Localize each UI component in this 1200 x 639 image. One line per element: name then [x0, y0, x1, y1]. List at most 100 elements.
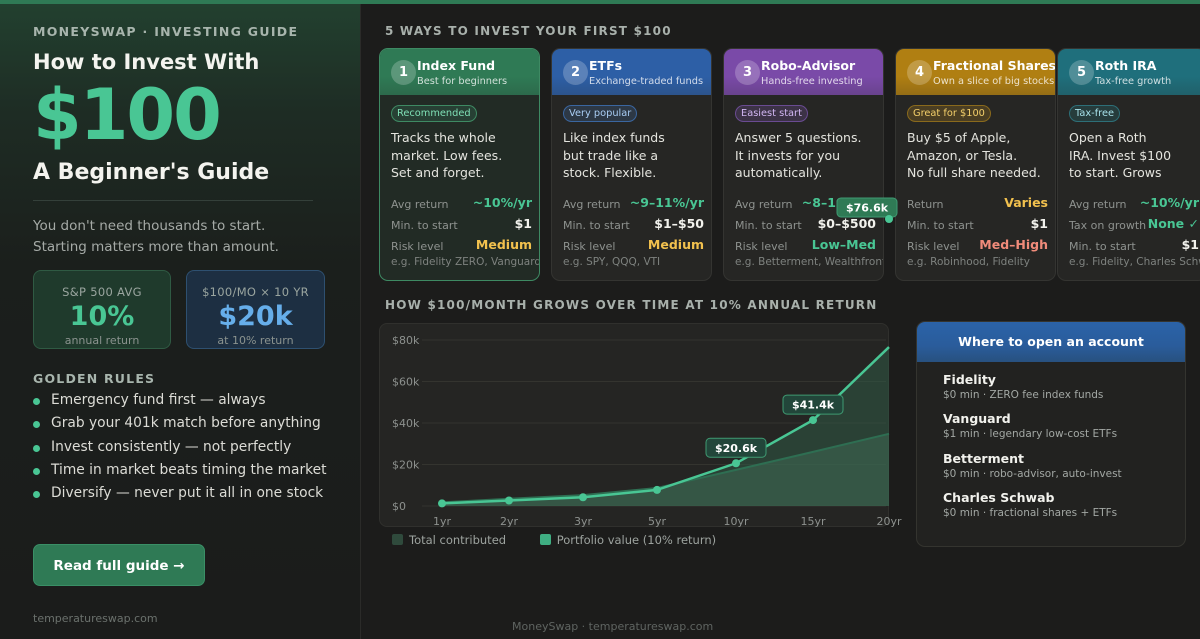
legend-swatch [539, 534, 551, 545]
card-desc-line: Open a Roth [1069, 130, 1147, 145]
site-link[interactable]: temperatureswap.com [33, 612, 158, 625]
card-stat-key: Tax on growth [1069, 219, 1147, 232]
bullet-dot-icon [33, 444, 40, 452]
card-stat-key: Min. to start [735, 219, 802, 232]
card-stat-key: Min. to start [907, 219, 974, 232]
card-header: 1 Index Fund Best for beginners [380, 49, 539, 95]
tagline-line-2: Starting matters more than amount. [33, 239, 279, 255]
footer-text: MoneySwap · temperatureswap.com [512, 620, 714, 633]
card-stat-value: ~9–11%/yr [629, 195, 704, 210]
card-stat-key: Avg return [563, 198, 621, 211]
card-desc-line: Amazon, or Tesla. [907, 147, 1018, 163]
stat-foot: annual return [64, 334, 140, 347]
rule-item: Grab your 401k match before anything [33, 412, 327, 435]
card-example: e.g. Robinhood, Fidelity [907, 256, 1030, 268]
card-badge: Easiest start [735, 105, 808, 122]
card-stat-row: Min. to start $1–$50 [563, 213, 704, 234]
legend-item-portfolio: Portfolio value (10% return) [539, 533, 716, 547]
rule-item: Invest consistently — not perfectly [33, 436, 327, 459]
rule-text: Diversify — never put it all in one stoc… [51, 485, 324, 502]
rule-item: Emergency fund first — always [33, 389, 327, 412]
card-stat-row: Risk level Low–Med [735, 234, 876, 255]
broker-desc: $0 min · robo-advisor, auto-invest [943, 468, 1122, 480]
way-card-2[interactable]: 2 ETFs Exchange-traded funds Very popula… [551, 48, 712, 281]
card-stat-key: Risk level [735, 240, 788, 253]
card-stat-row: Risk level Med–High [907, 234, 1048, 255]
broker-schwab[interactable]: Charles Schwab $0 min · fractional share… [934, 488, 1170, 521]
rules-title: GOLDEN RULES [33, 371, 156, 386]
way-card-1[interactable]: 1 Index Fund Best for beginners Recommen… [379, 48, 540, 281]
card-stat-row: Return Varies [907, 192, 1048, 213]
card-stat-key: Risk level [391, 240, 444, 253]
stat-sp500: S&P 500 AVG 10% annual return [33, 270, 171, 349]
card-desc-line: Like index funds [563, 130, 665, 145]
top-accent-bar [0, 0, 1200, 4]
stat-foot: at 10% return [217, 334, 294, 347]
broker-desc: $0 min · ZERO fee index funds [943, 389, 1104, 401]
rule-text: Emergency fund first — always [51, 392, 266, 408]
rules-list: Emergency fund first — always Grab your … [33, 389, 327, 505]
left-panel: MONEYSWAP · INVESTING GUIDE How to Inves… [0, 4, 361, 639]
card-stat-row: Min. to start $1 [391, 213, 532, 234]
broker-desc: $0 min · fractional shares + ETFs [943, 507, 1118, 519]
way-card-3[interactable]: 3 Robo-Advisor Hands-free investing Easi… [723, 48, 884, 281]
card-desc-line: automatically. [735, 165, 823, 180]
bullet-dot-icon [33, 421, 40, 429]
card-badge: Great for $100 [907, 105, 991, 122]
stat-label: $100/MO × 10 YR [202, 285, 309, 299]
card-number: 1 [391, 60, 416, 85]
card-desc-line: stock. Flexible. [563, 165, 657, 180]
card-stat-row: Avg return ~9–11%/yr [563, 192, 704, 213]
way-card-4[interactable]: 4 Fractional Shares Own a slice of big s… [895, 48, 1056, 281]
card-stat-value: Med–High [979, 237, 1048, 252]
card-example: e.g. SPY, QQQ, VTI [563, 256, 661, 268]
card-subtitle: Own a slice of big stocks [933, 76, 1055, 87]
card-desc-line: but trade like a [563, 147, 659, 163]
card-stat-row: Avg return ~8–10%/yr [735, 192, 876, 213]
read-guide-button[interactable]: Read full guide → [33, 544, 205, 586]
card-header: 3 Robo-Advisor Hands-free investing [724, 49, 883, 95]
card-desc-line: Buy $5 of Apple, [907, 130, 1011, 145]
card-desc-line: It invests for you [735, 147, 841, 163]
card-header: 5 Roth IRA Tax-free growth [1058, 49, 1200, 95]
card-number: 5 [1069, 60, 1094, 85]
card-stat-row: Min. to start $1 [907, 213, 1048, 234]
card-subtitle: Best for beginners [417, 76, 508, 87]
card-desc-line: market. Low fees. [391, 147, 503, 163]
card-header: 4 Fractional Shares Own a slice of big s… [896, 49, 1055, 95]
card-example: e.g. Fidelity ZERO, Vanguard [391, 256, 540, 268]
card-stat-key: Return [907, 198, 944, 211]
legend-item-contributed: Total contributed [392, 533, 506, 547]
card-stat-key: Avg return [1069, 198, 1127, 211]
card-number: 3 [735, 60, 760, 85]
card-stat-value: $1 [1181, 237, 1199, 252]
card-stat-value: None ✓ [1147, 216, 1199, 231]
broker-fidelity[interactable]: Fidelity $0 min · ZERO fee index funds [934, 370, 1170, 403]
broker-vanguard[interactable]: Vanguard $1 min · legendary low-cost ETF… [934, 409, 1170, 442]
card-stat-value: ~10%/yr [472, 195, 532, 210]
broker-name: Charles Schwab [943, 490, 1055, 505]
card-number: 2 [563, 60, 588, 85]
card-description: Answer 5 questions. It invests for you aut… [735, 129, 880, 182]
card-stat-key: Min. to start [1069, 240, 1136, 253]
way-card-5[interactable]: 5 Roth IRA Tax-free growth Tax-free Open… [1057, 48, 1200, 281]
card-desc-line: Answer 5 questions. [735, 130, 862, 145]
stat-value: 10% [69, 301, 135, 332]
card-example: e.g. Betterment, Wealthfront [735, 256, 884, 268]
card-stats: Return Varies Min. to start $1 Risk leve… [907, 192, 1048, 255]
card-title: ETFs [589, 58, 623, 73]
card-stats: Avg return ~10%/yr Min. to start $1 Risk… [391, 192, 532, 255]
card-stat-value: ~8–10%/yr [801, 195, 876, 210]
card-stats: Avg return ~8–10%/yr Min. to start $0–$5… [735, 192, 876, 255]
card-subtitle: Exchange-traded funds [589, 76, 704, 87]
card-header: 2 ETFs Exchange-traded funds [552, 49, 711, 95]
card-stat-row: Risk level Medium [563, 234, 704, 255]
card-desc-line: Set and forget. [391, 165, 485, 180]
card-stat-row: Avg return ~10%/yr [391, 192, 532, 213]
card-title: Robo-Advisor [761, 58, 856, 73]
card-stat-key: Min. to start [391, 219, 458, 232]
broker-betterment[interactable]: Betterment $0 min · robo-advisor, auto-i… [934, 449, 1170, 482]
card-desc-line: IRA. Invest $100 [1069, 147, 1172, 163]
bullet-dot-icon [33, 398, 40, 405]
card-stat-row: Min. to start $1 [1069, 234, 1199, 255]
